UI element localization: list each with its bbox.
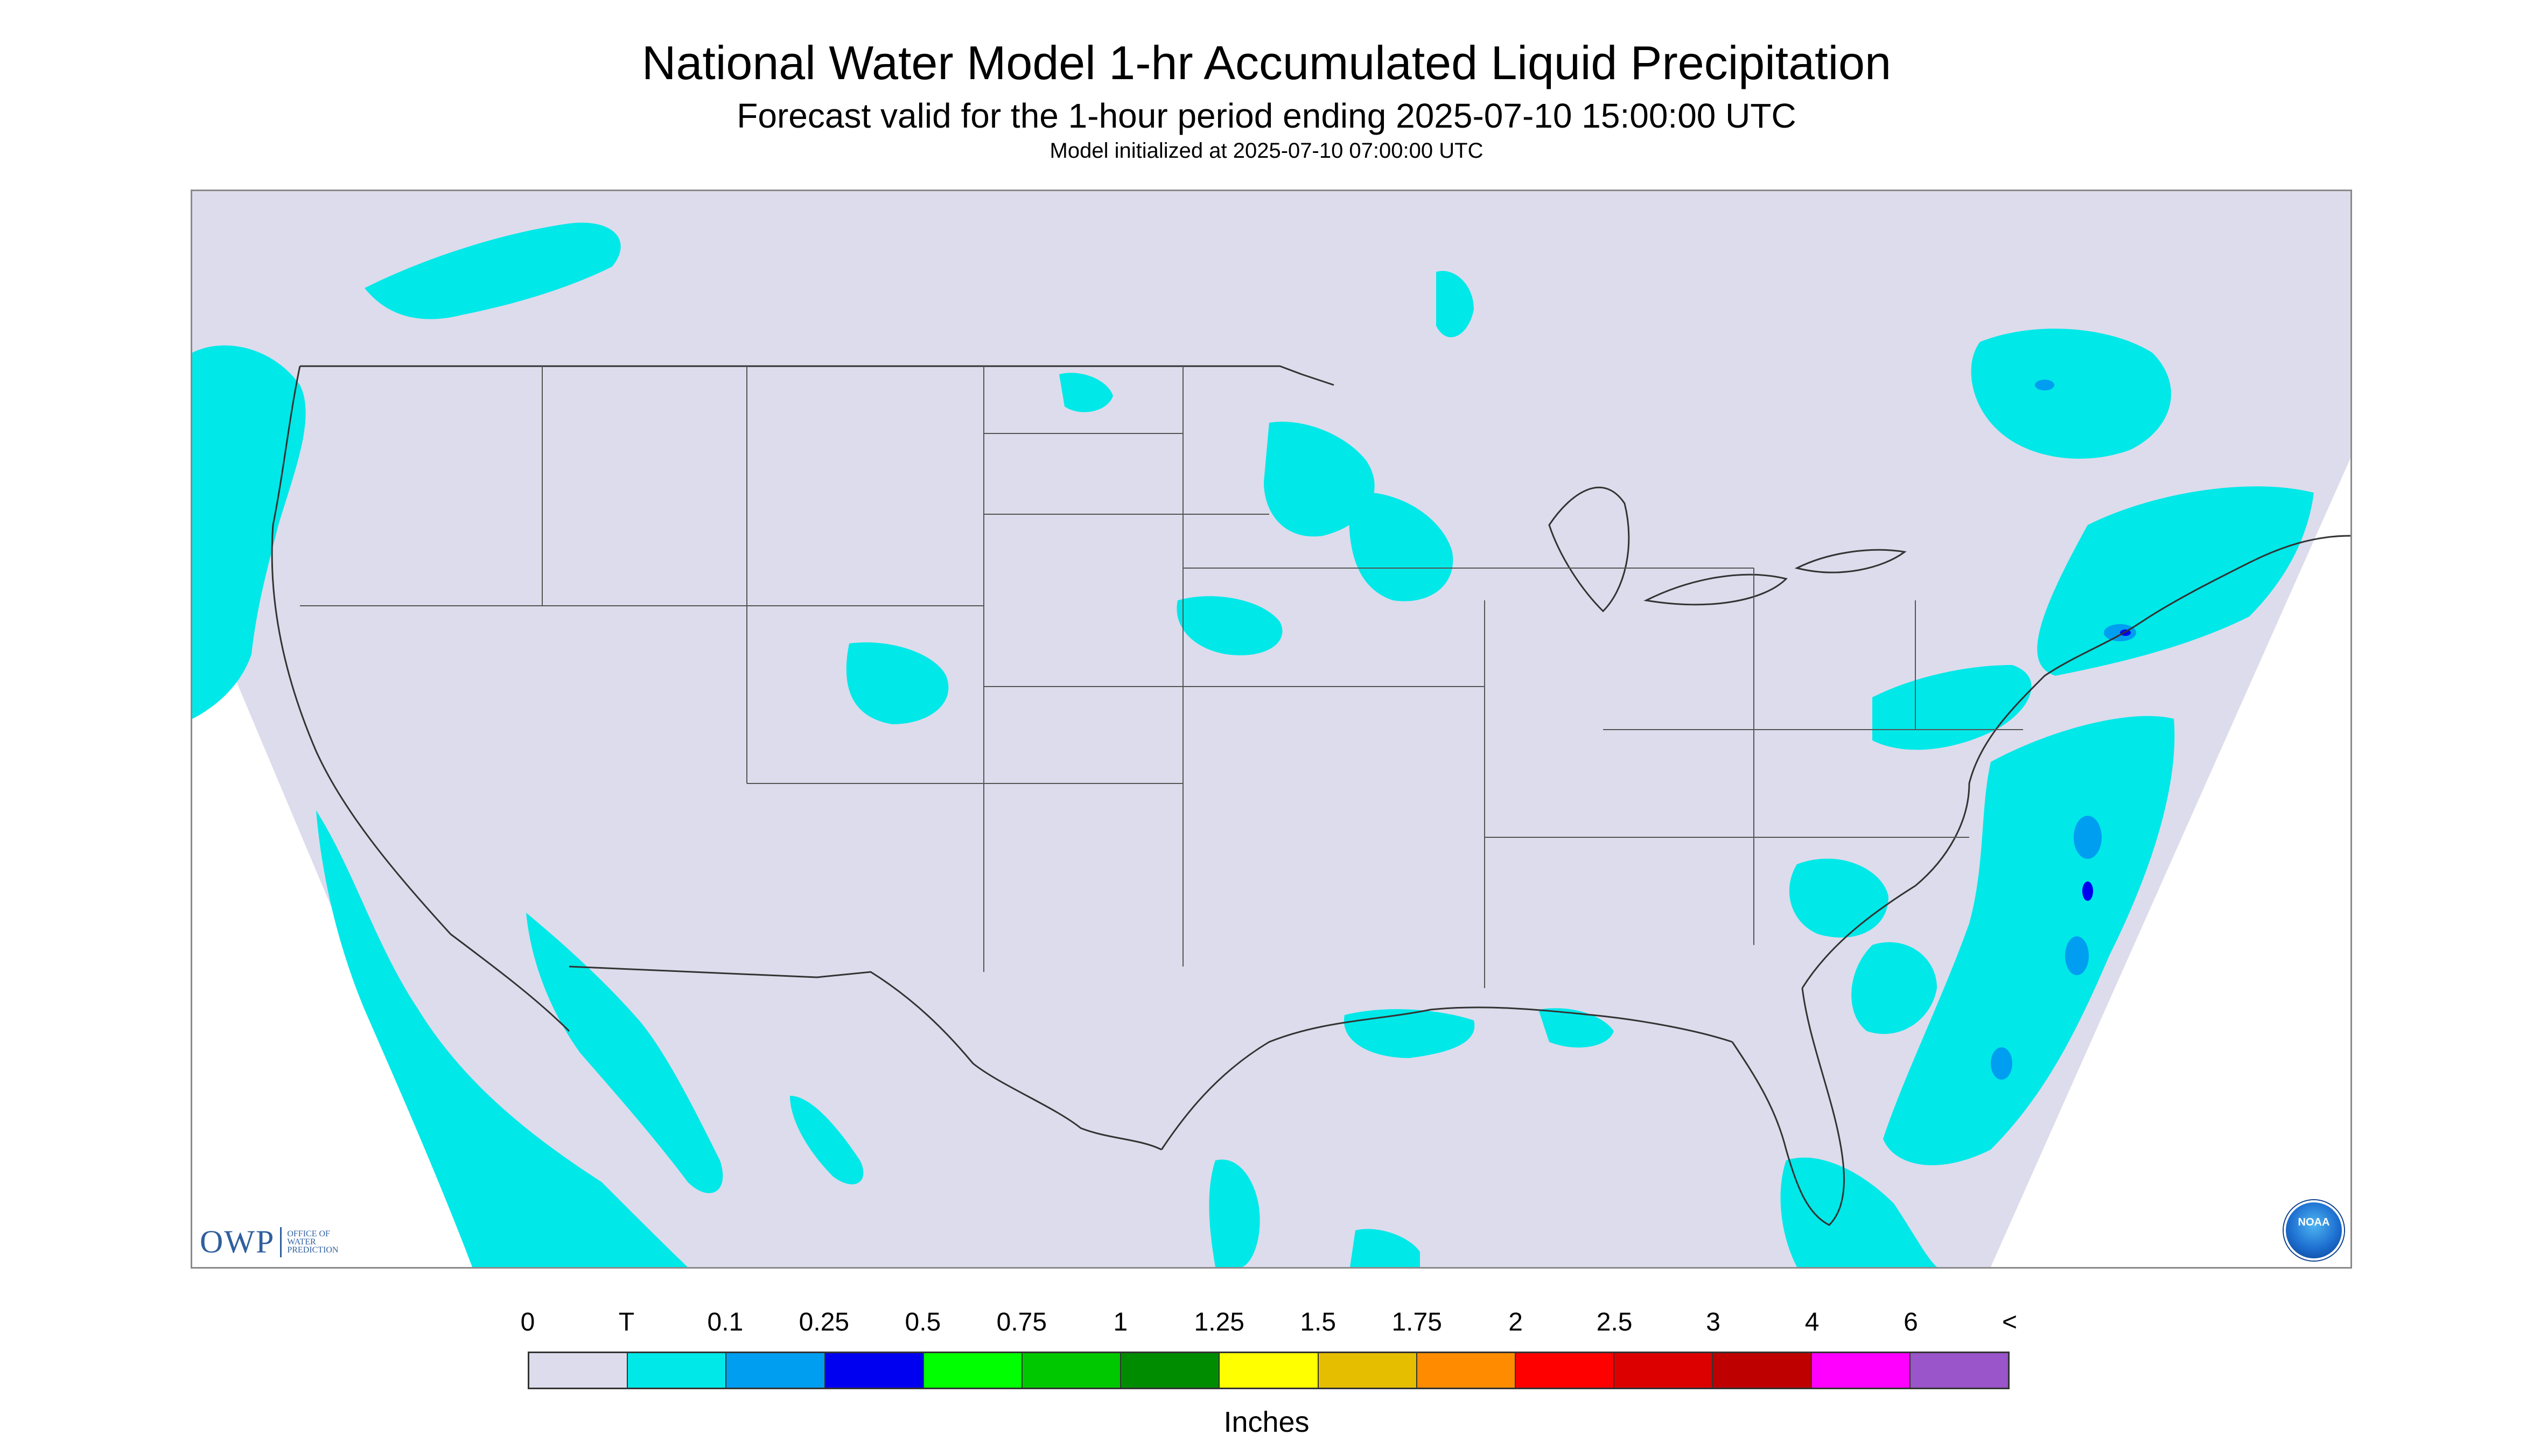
precip-canada-west: [365, 222, 621, 319]
map-title: National Water Model 1-hr Accumulated Li…: [641, 36, 1892, 89]
precip-cell-atlantic-3: [1991, 1047, 2012, 1080]
precip-florida-gulf: [1538, 1008, 1614, 1048]
precip-pacific-nw: [192, 345, 306, 719]
us-canada-border: [300, 365, 1334, 386]
owp-logo: OWP OFFICE OF WATER PREDICTION: [200, 1223, 338, 1261]
precip-cell-atlantic-core: [2082, 881, 2093, 901]
precip-carolinas: [1789, 858, 1888, 938]
model-init-text: Model initialized at 2025-07-10 07:00:00…: [1049, 139, 1484, 163]
precip-south-florida: [1780, 1157, 1937, 1267]
owp-logo-divider: [280, 1227, 282, 1257]
legend-label: 3: [1706, 1308, 1720, 1336]
precip-colorado: [846, 642, 949, 724]
legend-swatch: [1811, 1353, 1911, 1388]
precip-wisconsin: [1349, 492, 1453, 601]
precip-quebec: [1971, 328, 2171, 459]
precip-atlantic-offshore: [1883, 716, 2175, 1165]
state-borders: [300, 366, 2023, 988]
legend-label: 0.1: [707, 1308, 744, 1336]
legend-label: 0.5: [905, 1308, 941, 1336]
legend-label: 2.5: [1596, 1308, 1633, 1336]
noaa-logo-text: NOAA: [2298, 1216, 2330, 1228]
precip-gulf-south: [1350, 1229, 1420, 1267]
legend-label: 1.25: [1194, 1308, 1244, 1336]
precip-upper-midwest: [1264, 422, 1375, 537]
outside-domain-right: [1991, 458, 2350, 1267]
precip-iowa: [1177, 596, 1283, 655]
legend-swatch: [1713, 1353, 1812, 1388]
legend-swatch: [529, 1353, 628, 1388]
legend-units: Inches: [1223, 1406, 1310, 1438]
map-subtitle: Forecast valid for the 1-hour period end…: [737, 96, 1796, 135]
legend-label: 2: [1508, 1308, 1523, 1336]
legend-label: 6: [1904, 1308, 1918, 1336]
owp-logo-text: OWP: [200, 1224, 275, 1259]
precip-cell-atlantic-2: [2065, 936, 2089, 975]
legend-swatch: [1910, 1353, 2009, 1388]
legend-label: 0.25: [799, 1308, 850, 1336]
east-coast: [1801, 535, 2350, 989]
owp-logo-line: WATER: [287, 1237, 316, 1247]
legend-label: T: [618, 1308, 635, 1336]
legend-swatch: [923, 1353, 1023, 1388]
precipitation-map: OWP OFFICE OF WATER PREDICTION NOAA: [191, 190, 2352, 1269]
legend-label: 0.75: [996, 1308, 1047, 1336]
precip-mexico: [790, 1096, 864, 1185]
color-legend: [528, 1352, 2010, 1389]
great-lakes: [1548, 486, 1907, 613]
owp-logo-line: OFFICE OF: [287, 1229, 330, 1238]
precip-cell-quebec: [2035, 380, 2054, 390]
legend-swatch: [1318, 1353, 1417, 1388]
precip-pacific-offshore: [316, 810, 688, 1267]
us-mexico-border: [569, 965, 1162, 1151]
noaa-logo: NOAA: [2284, 1200, 2344, 1261]
precip-ontario: [1436, 271, 1474, 338]
legend-label: 4: [1804, 1308, 1820, 1336]
legend-swatch: [726, 1353, 825, 1388]
legend-label: 1.5: [1300, 1308, 1337, 1336]
map-canvas: [192, 222, 2350, 1267]
legend-swatch: [1417, 1353, 1516, 1388]
precip-southeast-coast: [1851, 942, 1937, 1034]
gulf-coast: [1160, 1006, 1733, 1150]
legend-label: <: [2002, 1308, 2018, 1336]
legend-label: 0: [520, 1308, 535, 1336]
legend-swatch: [1614, 1353, 1713, 1388]
legend-swatch: [1220, 1353, 1319, 1388]
precip-gulf-coast: [1344, 1009, 1475, 1058]
legend-swatch: [825, 1353, 924, 1388]
owp-logo-line: PREDICTION: [287, 1245, 339, 1255]
florida-coast: [1731, 988, 1845, 1226]
precip-north-dakota: [1059, 373, 1113, 412]
precip-baja: [526, 913, 723, 1193]
legend-swatch: [628, 1353, 727, 1388]
legend-label: 1: [1113, 1308, 1128, 1336]
owp-logo-subtitle: OFFICE OF WATER PREDICTION: [287, 1229, 339, 1255]
legend-swatch: [1121, 1353, 1220, 1388]
precip-mid-atlantic: [1872, 665, 2032, 750]
legend-swatch: [1516, 1353, 1615, 1388]
west-coast: [271, 366, 570, 1032]
precip-cell-atlantic-1: [2074, 816, 2102, 859]
legend-swatch: [1023, 1353, 1122, 1388]
legend-label: 1.75: [1391, 1308, 1442, 1336]
precip-central-mexico: [1209, 1159, 1260, 1267]
